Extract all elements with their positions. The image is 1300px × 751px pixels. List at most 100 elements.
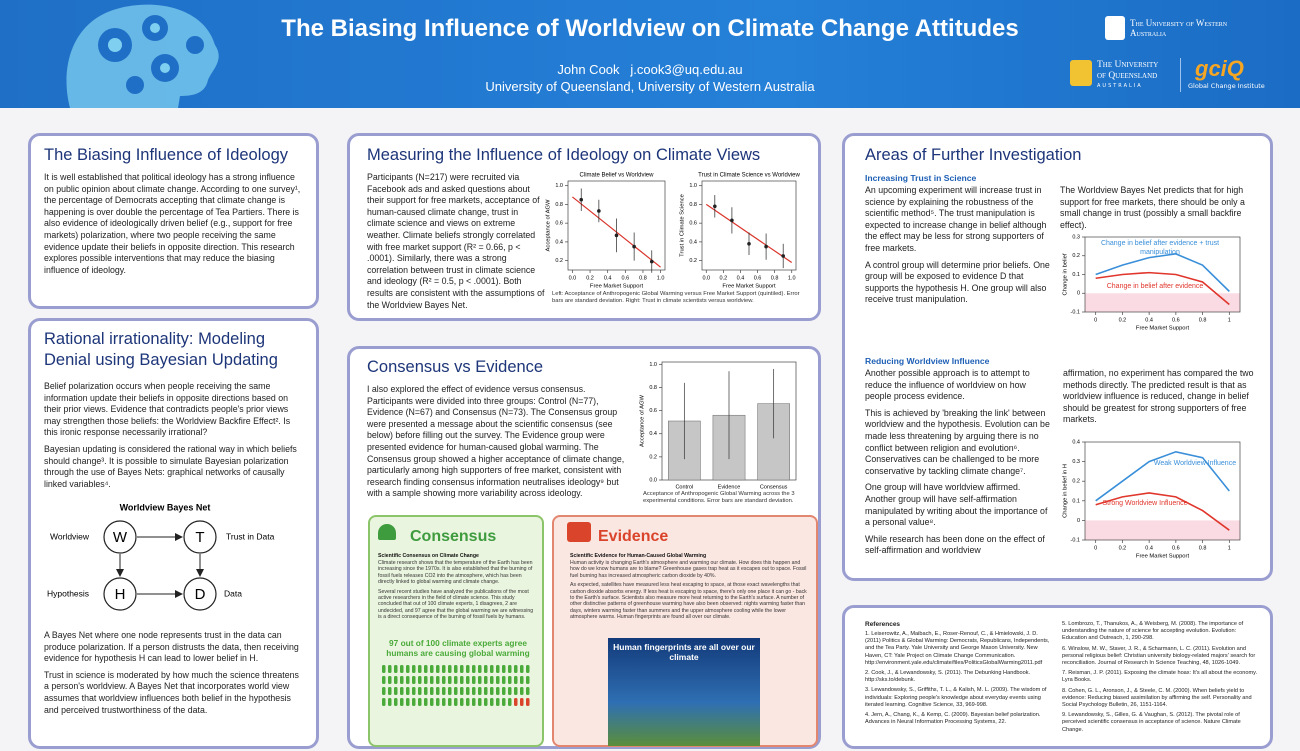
node-letter: H (115, 586, 126, 603)
paragraph: One group will have worldview affirmed. … (865, 482, 1048, 528)
person-icon (382, 698, 386, 706)
x-tick-label: 0 (1094, 545, 1097, 551)
paragraph: Trust in science is moderated by how muc… (44, 669, 299, 715)
y-tick-label: 0.4 (1072, 439, 1080, 445)
person-icon (436, 665, 440, 673)
person-icon (484, 676, 488, 684)
paragraph: 3. Lewandowsky, S., Griffiths, T. L., & … (865, 687, 1047, 708)
person-icon (490, 687, 494, 695)
paragraph: 4. Jern, A., Chang, K., & Kemp, C. (2009… (865, 712, 1041, 726)
person-icon (472, 676, 476, 684)
image-title: Human fingerprints are all over our clim… (613, 642, 755, 662)
person-icon (418, 687, 422, 695)
person-icon (460, 687, 464, 695)
layers-icon (567, 522, 591, 542)
brain-graphic (66, 4, 219, 108)
y-tick-label: 0 (1077, 291, 1080, 297)
paragraph: It is well established that political id… (44, 172, 301, 275)
person-icon (448, 665, 452, 673)
author: John Cook (557, 62, 620, 77)
header: The Biasing Influence of Worldview on Cl… (0, 0, 1300, 108)
panel (28, 133, 319, 309)
chart-title: Trust in Climate Science vs Worldview (698, 173, 800, 179)
person-icon (484, 698, 488, 706)
y-tick-label: 0.2 (649, 454, 657, 460)
person-icon (400, 676, 404, 684)
point (579, 197, 584, 202)
person-icon (466, 665, 470, 673)
y-tick-label: 0.3 (1072, 459, 1080, 465)
paragraph: 7. Reisman, J. P. (2011). Exposing the c… (1062, 670, 1258, 684)
person-icon (406, 698, 410, 706)
x-tick-label: 0.8 (639, 275, 647, 281)
uq-country: Australia (1097, 83, 1143, 89)
y-tick-label: 0.0 (649, 477, 657, 483)
person-icon (454, 687, 458, 695)
point (597, 209, 601, 213)
panel-body: Another possible approach is to attempt … (865, 368, 1050, 562)
series-label: Change in belief after evidence (1106, 283, 1204, 290)
y-tick-label: -0.1 (1071, 537, 1080, 543)
uwa-logo: The University of Western Australia (1130, 18, 1228, 38)
person-icon (436, 698, 440, 706)
x-tick-label: 0.8 (1199, 317, 1207, 323)
people-icon (378, 524, 396, 540)
x-tick-label: 0.8 (771, 275, 779, 281)
series-line (1095, 450, 1230, 502)
negative-region (1085, 293, 1240, 312)
person-icon (424, 698, 428, 706)
person-icon (406, 676, 410, 684)
x-tick-label: 0.0 (702, 275, 710, 281)
person-icon (454, 676, 458, 684)
person-icon (466, 698, 470, 706)
paragraph: Another possible approach is to attempt … (865, 368, 1030, 402)
paragraph: 1. Leiserowitz, A., Maibach, E., Roser-R… (865, 631, 1050, 666)
y-tick-label: 0.6 (649, 408, 657, 414)
y-axis-label: Change in belief (1063, 253, 1069, 295)
node (183, 577, 217, 611)
y-tick-label: 0.8 (649, 385, 657, 391)
person-icon (394, 665, 398, 673)
x-tick-label: 0 (1094, 317, 1097, 323)
y-tick-label: 0.8 (689, 202, 697, 208)
x-tick-label: 0.4 (604, 275, 612, 281)
y-tick-label: 0 (1077, 518, 1080, 524)
y-tick-label: 0.4 (689, 239, 697, 245)
chart: -0.1 0 0.1 0.2 0.3 0 0.2 0.4 0.6 0.8 1 Free Market … (1063, 234, 1241, 332)
negative-region (1085, 520, 1240, 540)
person-icon (394, 676, 398, 684)
y-tick-label: -0.1 (1071, 309, 1080, 315)
y-tick-label: 0.6 (555, 221, 563, 227)
person-icon (478, 698, 482, 706)
person-icon (436, 687, 440, 695)
x-tick-label: 0.6 (754, 275, 762, 281)
series-line (1095, 253, 1230, 292)
person-icon (466, 676, 470, 684)
bayes-net: Worldview Bayes Net (116, 502, 210, 598)
person-icon (508, 687, 512, 695)
person-icon (514, 698, 518, 706)
person-icon (496, 676, 500, 684)
plot-frame (567, 180, 666, 271)
person-icon (430, 698, 434, 706)
gci-logo: gciQ (1195, 56, 1244, 81)
person-icon (400, 698, 404, 706)
paragraph: A control group will determine prior bel… (865, 259, 1050, 305)
panel-title: Areas of Further Investigation (865, 146, 1082, 164)
person-icon (424, 687, 428, 695)
series-line (1095, 492, 1230, 531)
person-icon (478, 687, 482, 695)
paragraph: An upcoming experiment will increase tru… (865, 185, 1047, 253)
person-icon (442, 698, 446, 706)
chart: -0.1 0 0.1 0.2 0.3 0.4 0 0.2 0.4 0.6 0.8 1 Free Mark… (1063, 439, 1241, 560)
person-icon (460, 676, 464, 684)
paragraph: 2. Cook, J., & Lewandowsky, S. (2011). T… (865, 670, 1031, 684)
person-icon (508, 676, 512, 684)
person-icon (430, 676, 434, 684)
person-icon (514, 687, 518, 695)
paragraph: affirmation, no experiment has compared … (1063, 368, 1254, 425)
panel-title: Consensus vs Evidence (367, 358, 544, 376)
node-label: Hypothesis (47, 588, 89, 598)
node-label: Trust in Data (226, 531, 275, 541)
node (103, 577, 137, 611)
